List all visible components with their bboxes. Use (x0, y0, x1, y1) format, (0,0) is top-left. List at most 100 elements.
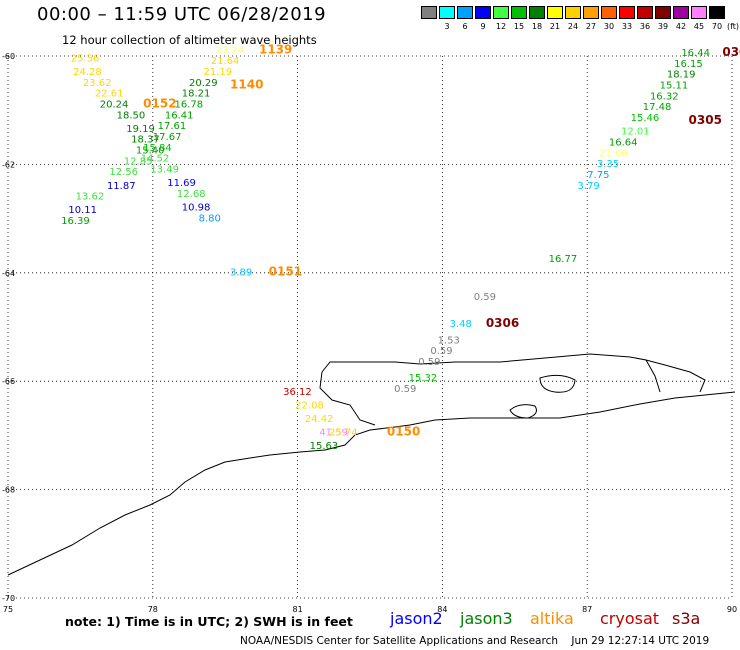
pass-time-label: 0306 (486, 316, 519, 330)
x-tick-label: 81 (293, 605, 303, 614)
legend-swatch (601, 6, 617, 19)
wave-height-value: 10.98 (182, 202, 211, 213)
legend-label: 21 (549, 22, 561, 31)
island-a (509, 404, 537, 419)
pass-time-label: 0151 (269, 265, 302, 279)
satellite-name: jason2 (390, 609, 443, 628)
x-tick-label: 90 (727, 605, 737, 614)
wave-height-value: 13.62 (76, 192, 105, 203)
wave-height-value: 0.59 (418, 357, 440, 368)
map-subtitle: 12 hour collection of altimeter wave hei… (62, 33, 317, 47)
wave-height-value: 10.11 (68, 205, 97, 216)
legend-label: 27 (585, 22, 597, 31)
wave-height-value: 21.64 (211, 56, 240, 67)
wave-height-value: 20.24 (100, 99, 129, 110)
satellite-name: cryosat (600, 609, 660, 628)
legend-swatch (583, 6, 599, 19)
wave-height-value: 15.32 (409, 373, 438, 384)
legend-label: 39 (657, 22, 669, 31)
legend-label: 18 (531, 22, 543, 31)
wave-height-value: 3.79 (578, 181, 600, 192)
legend-label: 15 (513, 22, 525, 31)
wave-height-value: 20.29 (189, 78, 218, 89)
wave-height-value: 0.59 (394, 384, 416, 395)
coastline-east (645, 359, 706, 393)
wave-height-value: 24.42 (305, 414, 334, 425)
wave-height-value: 24.28 (73, 67, 102, 78)
footer-note: note: 1) Time is in UTC; 2) SWH is in fe… (65, 614, 353, 629)
wave-height-value: 18.37 (131, 135, 160, 146)
legend-swatch (421, 6, 437, 19)
wave-height-value: 18.50 (117, 110, 146, 121)
wave-height-value: 25.74 (329, 427, 358, 438)
pass-time-label: 0304 (722, 45, 740, 59)
map-title: 00:00 – 11:59 UTC 06/28/2019 (37, 4, 327, 25)
wave-height-value: 16.41 (165, 110, 194, 121)
wave-height-value: 21.06 (599, 148, 628, 159)
axis-ticks: 75 78 81 84 87 90 -60 -62 -64 -66 -68 -70 (2, 52, 737, 614)
y-tick-label: -60 (2, 52, 15, 61)
legend-swatch (457, 6, 473, 19)
legend-swatch (709, 6, 725, 19)
wave-height-value: 13.49 (150, 165, 179, 176)
wave-height-value: 18.19 (667, 70, 696, 81)
y-tick-label: -70 (2, 594, 15, 603)
wave-height-value: 3.35 (597, 159, 619, 170)
pass-time-label: 1140 (230, 78, 263, 92)
wave-height-value: 17.67 (153, 132, 182, 143)
x-tick-label: 75 (3, 605, 13, 614)
wave-height-value: 12.01 (621, 127, 650, 138)
legend-label: 70 (711, 22, 723, 31)
wave-height-value: 11.69 (167, 178, 196, 189)
wave-height-value: 16.39 (61, 216, 90, 227)
wave-height-value: 16.64 (609, 137, 638, 148)
satellite-name: altika (530, 609, 574, 628)
wave-height-value: 14.52 (141, 154, 170, 165)
y-tick-label: -68 (2, 486, 15, 495)
wave-height-value: 0.59 (430, 346, 452, 357)
legend-label: 36 (639, 22, 651, 31)
legend-label: 6 (462, 22, 468, 31)
legend-swatch (529, 6, 545, 19)
wave-height-value: 1.53 (438, 335, 460, 346)
legend-label: 45 (693, 22, 705, 31)
legend-label: 9 (480, 22, 486, 31)
x-tick-label: 84 (437, 605, 447, 614)
legend-swatch (691, 6, 707, 19)
legend-swatch (547, 6, 563, 19)
legend-swatch (637, 6, 653, 19)
legend-swatch (619, 6, 635, 19)
legend-swatch (493, 6, 509, 19)
wave-height-value: 15.11 (660, 81, 689, 92)
wave-height-value: 16.78 (175, 99, 204, 110)
coastline (7, 353, 736, 576)
wave-height-value: 7.75 (587, 170, 609, 181)
island-b (539, 374, 576, 393)
legend-label: 30 (603, 22, 615, 31)
legend-swatch (475, 6, 491, 19)
wave-height-value: 16.15 (674, 59, 703, 70)
y-tick-label: -64 (2, 269, 15, 278)
wave-height-value: 16.32 (650, 91, 679, 102)
x-tick-label: 78 (148, 605, 158, 614)
pass-time-label: 0150 (387, 424, 420, 438)
wave-height-value: 25.56 (71, 53, 100, 64)
wave-height-value: 23.62 (83, 78, 112, 89)
pass-time-label: 0152 (143, 96, 176, 110)
legend-unit: (ft) (726, 22, 740, 31)
wave-height-value: 17.61 (158, 121, 187, 132)
x-tick-label: 87 (582, 605, 592, 614)
wave-height-value: 12.68 (177, 189, 206, 200)
satellite-name: s3a (672, 609, 701, 628)
wave-height-value: 15.84 (143, 143, 172, 154)
wave-height-labels: 23.2421.6421.1920.2918.2116.7816.4117.61… (61, 42, 740, 452)
wave-height-value: 23.24 (216, 45, 245, 56)
legend-swatch (565, 6, 581, 19)
legend-swatch (511, 6, 527, 19)
wave-height-value: 16.77 (549, 254, 578, 265)
y-tick-label: -62 (2, 160, 15, 169)
wave-height-value: 16.44 (681, 48, 710, 59)
wave-height-value: 12.85 (124, 156, 153, 167)
wave-height-value: 8.80 (199, 213, 221, 224)
wave-height-value: 11.87 (107, 181, 136, 192)
